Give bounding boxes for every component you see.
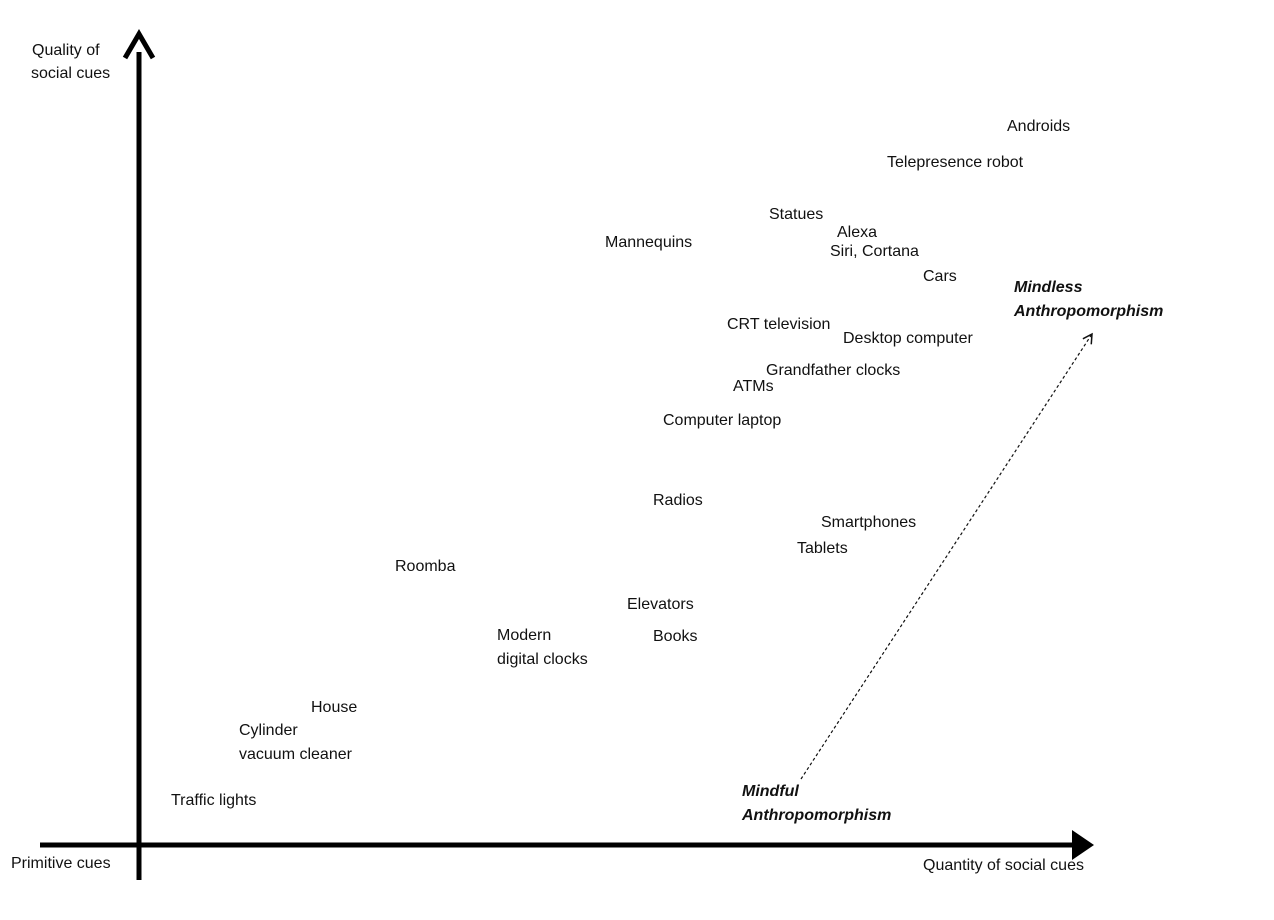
y-axis-label-line1: Quality of	[32, 42, 100, 59]
item-cylinder-vacuum-line2: vacuum cleaner	[239, 746, 353, 763]
mindful-anthropomorphism-line2: Anthropomorphism	[741, 807, 891, 824]
item-statues: Statues	[769, 206, 823, 223]
origin-label: Primitive cues	[11, 855, 111, 872]
item-traffic-lights: Traffic lights	[171, 792, 256, 809]
y-axis-label-line2: social cues	[31, 65, 110, 82]
x-axis-arrowhead	[1072, 830, 1094, 860]
item-books: Books	[653, 628, 697, 645]
item-androids: Androids	[1007, 118, 1070, 135]
mindless-anthropomorphism-line1: Mindless	[1014, 279, 1083, 296]
mindful-anthropomorphism-line1: Mindful	[742, 783, 799, 800]
item-cylinder-vacuum-line1: Cylinder	[239, 722, 298, 739]
item-roomba: Roomba	[395, 558, 456, 575]
mindful-to-mindless-arrow	[800, 332, 1093, 780]
item-siri-cortana: Siri, Cortana	[830, 243, 919, 260]
item-cars: Cars	[923, 268, 957, 285]
item-radios: Radios	[653, 492, 703, 509]
item-grandfather-clocks: Grandfather clocks	[766, 362, 900, 379]
item-modern-digital-clocks-line2: digital clocks	[497, 651, 588, 668]
item-atms: ATMs	[733, 378, 774, 395]
y-axis-arrowhead	[122, 29, 156, 60]
item-mannequins: Mannequins	[605, 234, 692, 251]
item-modern-digital-clocks-line1: Modern	[497, 627, 551, 644]
item-smartphones: Smartphones	[821, 514, 916, 531]
item-computer-laptop: Computer laptop	[663, 412, 781, 429]
item-alexa: Alexa	[837, 224, 877, 241]
mindless-anthropomorphism-line2: Anthropomorphism	[1013, 303, 1163, 320]
item-crt-television: CRT television	[727, 316, 830, 333]
item-telepresence-robot: Telepresence robot	[887, 154, 1024, 171]
item-house: House	[311, 699, 357, 716]
x-axis-label: Quantity of social cues	[923, 857, 1084, 874]
item-elevators: Elevators	[627, 596, 694, 613]
item-desktop-computer: Desktop computer	[843, 330, 974, 347]
item-tablets: Tablets	[797, 540, 848, 557]
